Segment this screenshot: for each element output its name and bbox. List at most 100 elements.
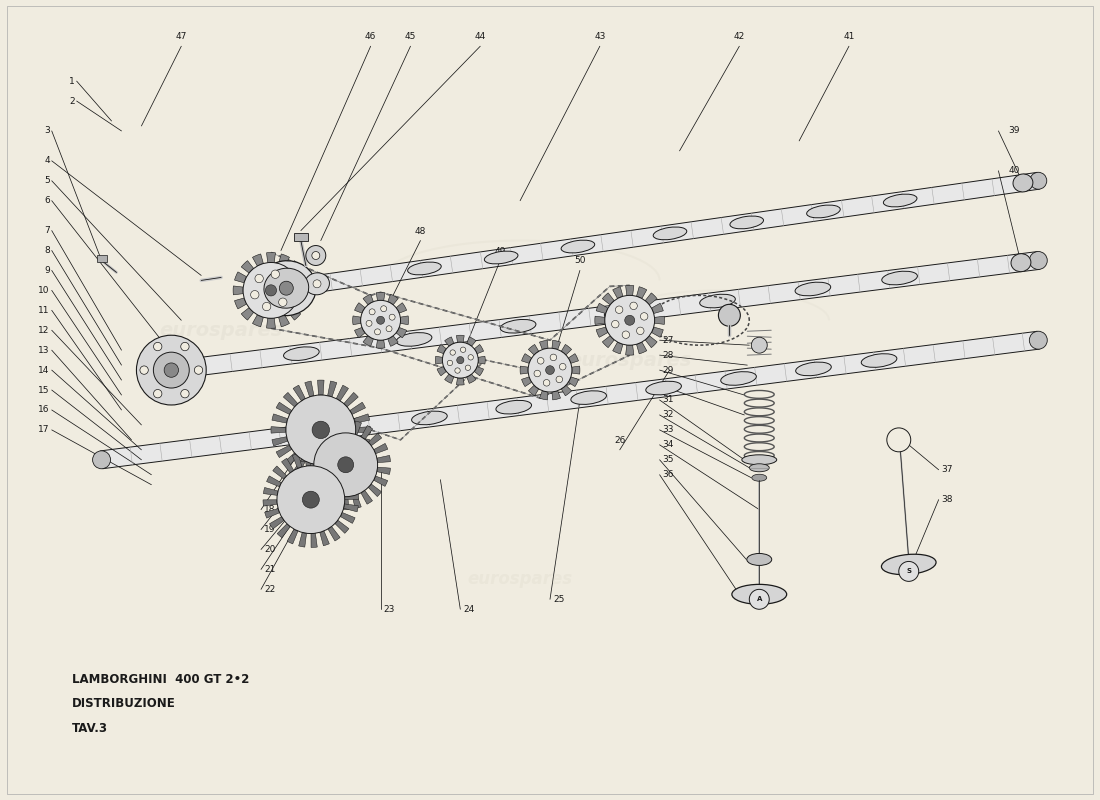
- Wedge shape: [278, 254, 289, 266]
- Wedge shape: [263, 487, 278, 495]
- Wedge shape: [595, 316, 605, 324]
- Text: 26: 26: [614, 436, 626, 445]
- Text: 32: 32: [662, 410, 674, 419]
- Text: 7: 7: [44, 226, 50, 235]
- Circle shape: [381, 306, 387, 312]
- Text: DISTRIBUZIONE: DISTRIBUZIONE: [72, 698, 175, 710]
- Wedge shape: [651, 303, 663, 314]
- Wedge shape: [613, 342, 623, 354]
- Ellipse shape: [646, 382, 681, 395]
- Wedge shape: [344, 494, 359, 499]
- Wedge shape: [603, 293, 614, 305]
- Text: 41: 41: [844, 32, 855, 42]
- Wedge shape: [387, 336, 398, 346]
- Wedge shape: [377, 467, 390, 474]
- Circle shape: [251, 290, 258, 299]
- Wedge shape: [354, 302, 365, 313]
- Wedge shape: [343, 504, 359, 512]
- Text: 14: 14: [39, 366, 50, 374]
- Wedge shape: [376, 292, 385, 301]
- Text: 27: 27: [662, 336, 674, 345]
- Wedge shape: [318, 380, 324, 395]
- Text: 18: 18: [264, 505, 275, 514]
- Circle shape: [389, 314, 395, 320]
- Wedge shape: [343, 420, 349, 433]
- Text: 40: 40: [1009, 166, 1020, 175]
- Wedge shape: [436, 356, 442, 364]
- Ellipse shape: [861, 354, 896, 367]
- Ellipse shape: [484, 251, 518, 264]
- Wedge shape: [354, 327, 365, 338]
- Circle shape: [615, 306, 623, 314]
- Text: 48: 48: [415, 226, 426, 235]
- Wedge shape: [276, 402, 292, 414]
- Circle shape: [312, 421, 330, 438]
- Wedge shape: [374, 443, 388, 454]
- Wedge shape: [353, 421, 362, 435]
- Wedge shape: [474, 366, 484, 376]
- Wedge shape: [342, 481, 358, 490]
- Wedge shape: [354, 414, 370, 423]
- Text: 34: 34: [662, 440, 674, 450]
- Wedge shape: [295, 298, 307, 309]
- Circle shape: [255, 274, 263, 282]
- Wedge shape: [310, 433, 323, 446]
- Wedge shape: [340, 513, 355, 523]
- Wedge shape: [337, 386, 349, 401]
- Wedge shape: [645, 293, 657, 305]
- Circle shape: [749, 590, 769, 610]
- Ellipse shape: [730, 216, 763, 229]
- Wedge shape: [234, 272, 246, 283]
- Wedge shape: [271, 426, 286, 433]
- Wedge shape: [363, 336, 373, 346]
- Wedge shape: [376, 340, 385, 348]
- Circle shape: [612, 321, 619, 328]
- Wedge shape: [310, 484, 323, 496]
- Ellipse shape: [305, 273, 329, 294]
- Ellipse shape: [732, 584, 786, 604]
- Circle shape: [140, 366, 148, 374]
- Text: 1: 1: [69, 77, 75, 86]
- Wedge shape: [437, 366, 447, 376]
- Wedge shape: [328, 463, 337, 478]
- Ellipse shape: [653, 227, 686, 240]
- Circle shape: [154, 390, 162, 398]
- Text: eurospares: eurospares: [160, 321, 283, 340]
- Text: 17: 17: [39, 426, 50, 434]
- Wedge shape: [265, 509, 279, 518]
- Ellipse shape: [396, 333, 432, 346]
- Wedge shape: [299, 286, 309, 295]
- Wedge shape: [437, 345, 447, 354]
- Ellipse shape: [718, 304, 740, 326]
- Text: 15: 15: [39, 386, 50, 394]
- Circle shape: [286, 395, 355, 465]
- Circle shape: [454, 368, 460, 374]
- Circle shape: [448, 360, 452, 366]
- Text: 10: 10: [39, 286, 50, 295]
- Wedge shape: [253, 314, 263, 327]
- Ellipse shape: [411, 411, 448, 425]
- Wedge shape: [539, 340, 548, 350]
- Text: 45: 45: [405, 32, 416, 42]
- Wedge shape: [301, 455, 315, 462]
- Wedge shape: [304, 443, 318, 454]
- Ellipse shape: [751, 474, 767, 482]
- Ellipse shape: [92, 451, 110, 469]
- Ellipse shape: [306, 246, 326, 266]
- Wedge shape: [272, 414, 288, 423]
- Text: eurospares: eurospares: [568, 350, 692, 370]
- Text: 43: 43: [594, 32, 605, 42]
- Ellipse shape: [571, 390, 606, 405]
- Circle shape: [468, 354, 473, 360]
- Wedge shape: [295, 272, 307, 283]
- Circle shape: [180, 342, 189, 350]
- Wedge shape: [311, 534, 317, 547]
- Circle shape: [546, 366, 554, 374]
- Wedge shape: [305, 381, 314, 397]
- Wedge shape: [444, 374, 454, 383]
- Text: 19: 19: [264, 525, 275, 534]
- Wedge shape: [315, 452, 323, 467]
- Wedge shape: [253, 254, 263, 266]
- Wedge shape: [266, 476, 282, 487]
- Text: 23: 23: [384, 605, 395, 614]
